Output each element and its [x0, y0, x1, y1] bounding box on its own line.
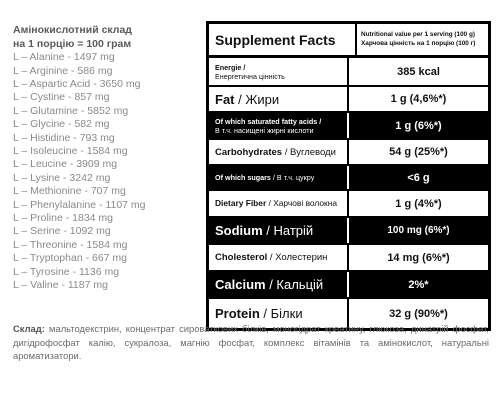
energy-label-ua: Енергетична цінність: [215, 71, 285, 81]
serving-note: Nutritional value per 1 serving (100 g) …: [357, 24, 488, 55]
amino-title-line2: на 1 порцію = 100 грам: [13, 37, 132, 50]
amino-item: L – Proline - 1834 mg: [13, 212, 114, 225]
protein-label: Protein / Білки: [209, 299, 349, 328]
amino-item: L – Glycine - 582 mg: [13, 118, 110, 131]
saturated-value: 1 g (6%*): [395, 119, 442, 132]
energy-value: 385 kcal: [397, 65, 440, 78]
carbohydrates-label: Carbohydrates / Вуглеводи: [209, 140, 349, 164]
fiber-value: 1 g (4%*): [395, 197, 442, 210]
carbohydrates-label-ua: Вуглеводи: [289, 146, 336, 158]
sugars-label-en: Of which sugars: [215, 173, 271, 182]
energy-label-en: Energie /: [215, 62, 246, 72]
saturated-label-en: Of which saturated fatty acids /: [215, 116, 322, 126]
facts-row-protein: Protein / Білки 32 g (90%*): [209, 299, 488, 328]
protein-label-ua: Білки: [270, 306, 303, 321]
amino-item: L – Lysine - 3242 mg: [13, 171, 111, 184]
sugars-label-ua: В т.ч. цукру: [276, 173, 315, 182]
sugars-value: <6 g: [407, 171, 430, 184]
amino-item: L – Leucine - 3909 mg: [13, 158, 118, 171]
saturated-label: Of which saturated fatty acids / В т.ч. …: [209, 113, 349, 138]
composition-label: Склад:: [13, 323, 45, 334]
amino-item: L – Valine - 1187 mg: [13, 279, 108, 292]
sodium-label-ua: Натрій: [273, 223, 314, 238]
supplement-facts-table: Supplement Facts Nutritional value per 1…: [206, 21, 491, 331]
amino-item: L – Cystine - 857 mg: [13, 91, 110, 104]
facts-header: Supplement Facts Nutritional value per 1…: [209, 24, 488, 58]
protein-value: 32 g (90%*): [389, 307, 448, 320]
facts-row-sugars: Of which sugars / В т.ч. цукру <6 g: [209, 166, 488, 191]
calcium-value: 2%*: [408, 278, 429, 291]
cholesterol-label: Cholesterol / Холестерин: [209, 245, 349, 270]
amino-item: L – Tyrosine - 1136 mg: [13, 265, 120, 278]
carbohydrates-value: 54 g (25%*): [389, 146, 448, 158]
amino-title-line1: Амінокислотний склад: [13, 24, 132, 36]
calcium-label: Calcium / Кальцій: [209, 272, 349, 297]
facts-row-energy: Energie / Енергетична цінність 385 kcal: [209, 58, 488, 87]
facts-row-saturated: Of which saturated fatty acids / В т.ч. …: [209, 113, 488, 140]
amino-item: L – Tryptophan - 667 mg: [13, 252, 128, 265]
fiber-label-en: Dietary Fiber: [215, 198, 267, 208]
facts-row-carbohydrates: Carbohydrates / Вуглеводи 54 g (25%*): [209, 140, 488, 166]
fat-value: 1 g (4,6%*): [390, 93, 447, 105]
carbohydrates-label-en: Carbohydrates: [215, 146, 283, 158]
amino-item: L – Glutamine - 5852 mg: [13, 104, 129, 117]
composition-ingredients: мальтодекстрин, концентрат сироваткових …: [13, 323, 489, 361]
amino-item: L – Histidine - 793 mg: [13, 131, 115, 144]
amino-item: L – Alanine - 1497 mg: [13, 51, 115, 64]
fat-label-ua: Жири: [245, 91, 280, 107]
amino-item: L – Aspartic Acid - 3650 mg: [13, 78, 141, 90]
sodium-label-en: Sodium: [215, 223, 263, 238]
facts-row-cholesterol: Cholesterol / Холестерин 14 mg (6%*): [209, 245, 488, 272]
serving-note-ua: Харчова цінність на 1 порцію (100 г): [361, 39, 476, 47]
facts-row-fiber: Dietary Fiber / Харчові волокна 1 g (4%*…: [209, 191, 488, 218]
cholesterol-label-en: Cholesterol: [215, 252, 268, 263]
fat-label-en: Fat: [215, 91, 235, 107]
saturated-label-ua: В т.ч. насищені жирні кислоти: [215, 125, 314, 135]
facts-row-sodium: Sodium / Натрій 100 mg (6%*): [209, 218, 488, 245]
facts-row-fat: Fat / Жири 1 g (4,6%*): [209, 87, 488, 113]
fiber-label: Dietary Fiber / Харчові волокна: [209, 191, 349, 216]
facts-row-calcium: Calcium / Кальцій 2%*: [209, 272, 488, 299]
cholesterol-label-ua: Холестерин: [275, 252, 328, 263]
sodium-value: 100 mg (6%*): [387, 225, 450, 236]
amino-item: L – Isoleucine - 1584 mg: [13, 145, 128, 158]
protein-label-en: Protein: [215, 306, 260, 321]
amino-item: L – Methionine - 707 mg: [13, 185, 126, 198]
energy-label: Energie / Енергетична цінність: [209, 58, 349, 85]
calcium-label-ua: Кальцій: [276, 277, 324, 292]
fiber-label-ua: Харчові волокна: [273, 198, 337, 208]
composition-text: Склад: мальтодекстрин, концентрат сирова…: [13, 322, 489, 363]
facts-title: Supplement Facts: [209, 24, 357, 55]
sugars-label: Of which sugars / В т.ч. цукру: [209, 166, 349, 189]
amino-item: L – Serine - 1092 mg: [13, 225, 111, 238]
amino-item: L – Arginine - 586 mg: [13, 64, 113, 77]
sodium-label: Sodium / Натрій: [209, 218, 349, 243]
serving-note-en: Nutritional value per 1 serving (100 g): [361, 31, 475, 38]
fat-label: Fat / Жири: [209, 87, 349, 111]
amino-acid-list: Амінокислотний склад на 1 порцію = 100 г…: [13, 24, 203, 293]
calcium-label-en: Calcium: [215, 277, 266, 292]
amino-item: L – Threonine - 1584 mg: [13, 238, 128, 251]
cholesterol-value: 14 mg (6%*): [387, 251, 450, 264]
amino-item: L – Phenylalanine - 1107 mg: [13, 198, 146, 211]
